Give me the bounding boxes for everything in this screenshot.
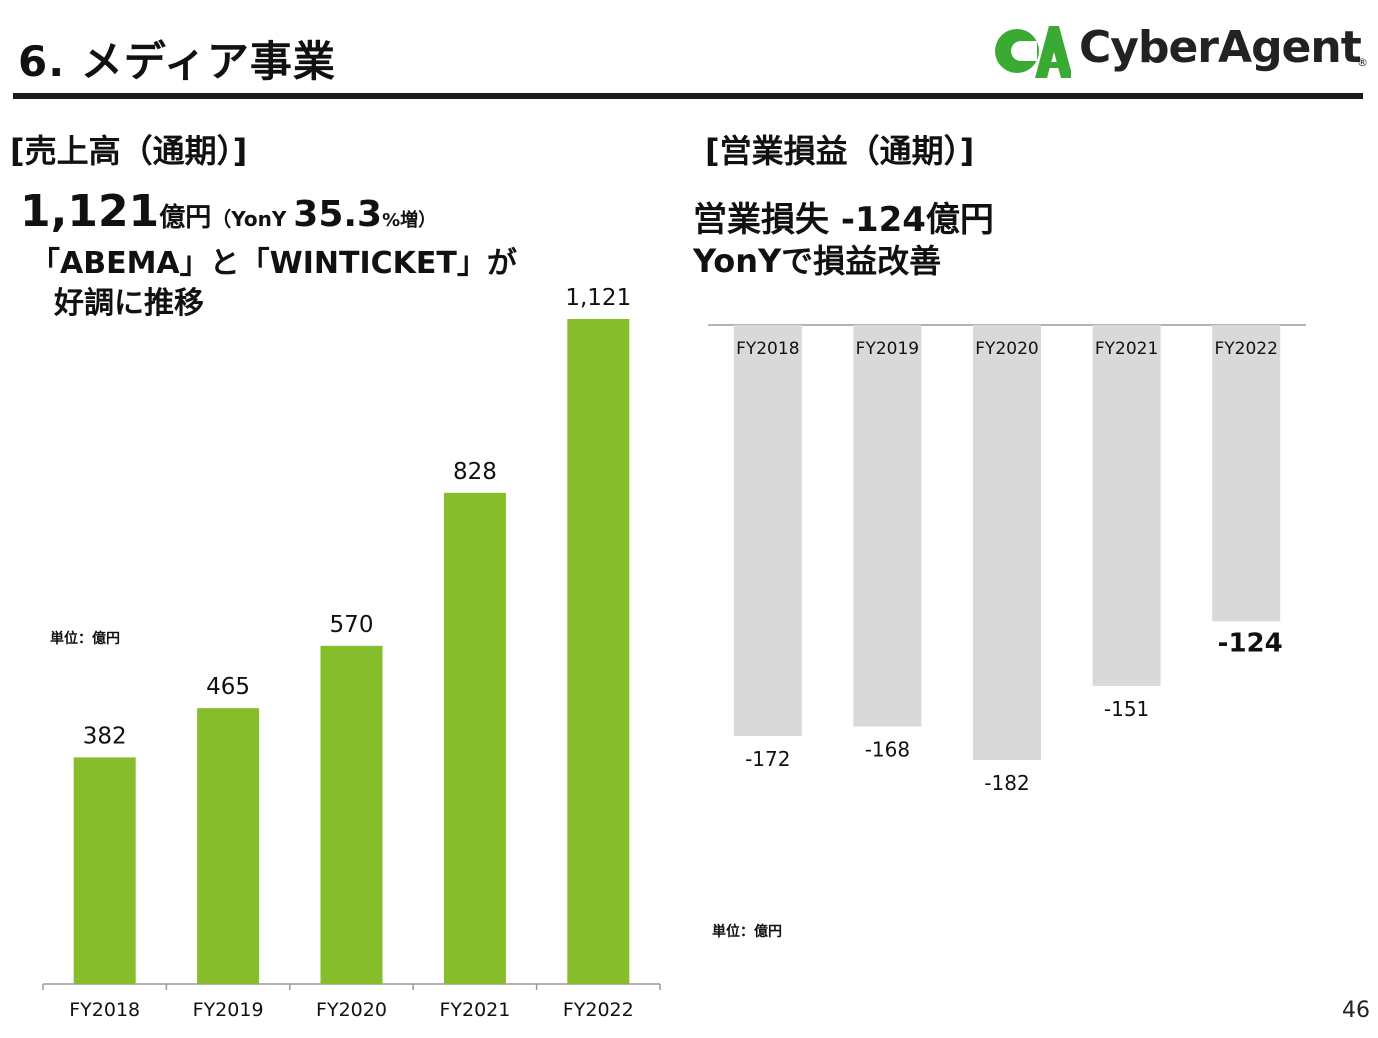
- revenue-value-label: 570: [330, 612, 374, 638]
- revenue-bar: [73, 757, 136, 984]
- operating-loss-headline: 営業損失 -124億円: [693, 200, 994, 240]
- profit-value-label: -182: [984, 771, 1029, 795]
- logo-wordmark: CyberAgent: [1079, 22, 1362, 73]
- revenue-note-line2: 好調に推移: [54, 286, 204, 321]
- revenue-category-label: FY2021: [439, 999, 510, 1021]
- profit-category-label: FY2019: [856, 339, 919, 359]
- profit-value-label: -151: [1104, 697, 1149, 721]
- revenue-category-label: FY2019: [193, 999, 264, 1021]
- profit-category-label: FY2022: [1214, 339, 1277, 359]
- operating-loss-subline: YonYで損益改善: [693, 242, 942, 280]
- revenue-unit-label: 単位：億円: [50, 631, 120, 647]
- revenue-value-label: 1,121: [565, 285, 631, 311]
- profit-value-label: -124: [1218, 628, 1283, 658]
- profit-unit-label: 単位：億円: [712, 924, 782, 940]
- ca-logo-icon: [995, 26, 1071, 78]
- revenue-value-label: 382: [83, 723, 127, 749]
- revenue-bar: [320, 645, 383, 984]
- revenue-value-label: 465: [206, 674, 250, 700]
- page-title: 6. メディア事業: [18, 37, 336, 86]
- revenue-headline-yony: （YonY: [211, 207, 294, 231]
- revenue-category-label: FY2022: [563, 999, 634, 1021]
- revenue-bar: [567, 319, 630, 984]
- profit-category-label: FY2018: [736, 339, 799, 359]
- profit-value-label: -168: [865, 738, 910, 762]
- revenue-headline-pct-suffix: %増）: [382, 210, 437, 231]
- revenue-bar: [197, 708, 260, 984]
- page-number: 46: [1342, 998, 1370, 1023]
- profit-category-label: FY2020: [975, 339, 1038, 359]
- revenue-category-label: FY2018: [69, 999, 140, 1021]
- revenue-value-label: 828: [453, 459, 497, 485]
- revenue-bar: [443, 492, 506, 984]
- revenue-section-title: [売上高（通期）]: [10, 132, 248, 170]
- profit-value-label: -172: [745, 747, 790, 771]
- registered-mark: ®: [1357, 56, 1368, 69]
- revenue-note-line1: 「ABEMA」と「WINTICKET」が: [30, 246, 517, 281]
- revenue-headline: 1,121億円（YonY 35.3%増）: [20, 186, 436, 237]
- profit-category-label: FY2021: [1095, 339, 1158, 359]
- revenue-category-label: FY2020: [316, 999, 387, 1021]
- profit-bar: [1212, 325, 1281, 622]
- profit-bar: [973, 325, 1041, 760]
- profit-bar: [1092, 325, 1161, 686]
- revenue-headline-unit: 億円: [159, 203, 212, 233]
- revenue-headline-pct: 35.3: [293, 194, 383, 235]
- profit-bar: [733, 325, 802, 737]
- operating-profit-section-title: [営業損益（通期）]: [705, 132, 975, 170]
- profit-bar: [853, 325, 922, 727]
- revenue-headline-value: 1,121: [20, 186, 160, 237]
- title-divider: [13, 93, 1363, 99]
